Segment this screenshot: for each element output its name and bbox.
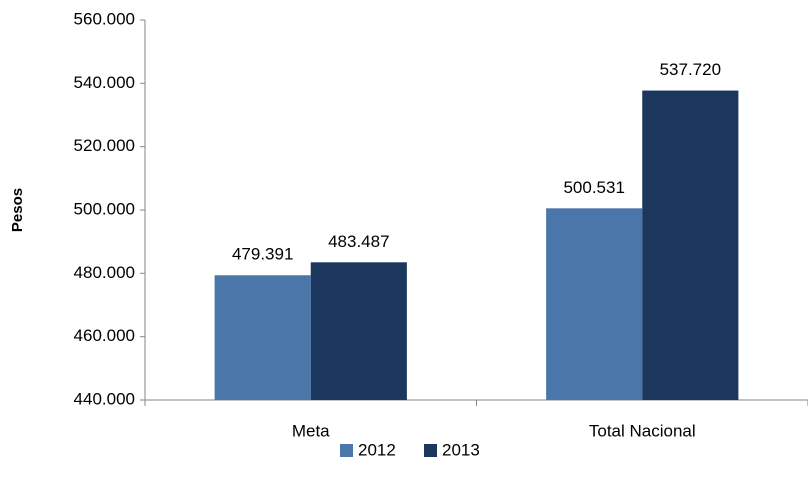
y-axis-title: Pesos <box>9 188 26 232</box>
y-tick-label: 540.000 <box>74 73 135 92</box>
legend-swatch <box>424 444 437 457</box>
bar <box>546 208 643 400</box>
y-tick-label: 480.000 <box>74 263 135 282</box>
legend-label: 2012 <box>358 440 396 459</box>
legend-label: 2013 <box>442 440 480 459</box>
bar <box>214 275 311 400</box>
y-tick-label: 500.000 <box>74 199 135 218</box>
value-label: 479.391 <box>232 245 293 264</box>
y-tick-label: 460.000 <box>74 326 135 345</box>
y-tick-label: 520.000 <box>74 136 135 155</box>
y-tick-label: 440.000 <box>74 389 135 408</box>
legend-swatch <box>340 444 353 457</box>
bar <box>642 90 739 400</box>
x-tick-label: Meta <box>292 421 330 440</box>
value-label: 500.531 <box>563 178 624 197</box>
x-tick-label: Total Nacional <box>589 421 696 440</box>
value-label: 537.720 <box>660 60 721 79</box>
value-label: 483.487 <box>328 232 389 251</box>
bar <box>310 262 407 400</box>
y-tick-label: 560.000 <box>74 9 135 28</box>
